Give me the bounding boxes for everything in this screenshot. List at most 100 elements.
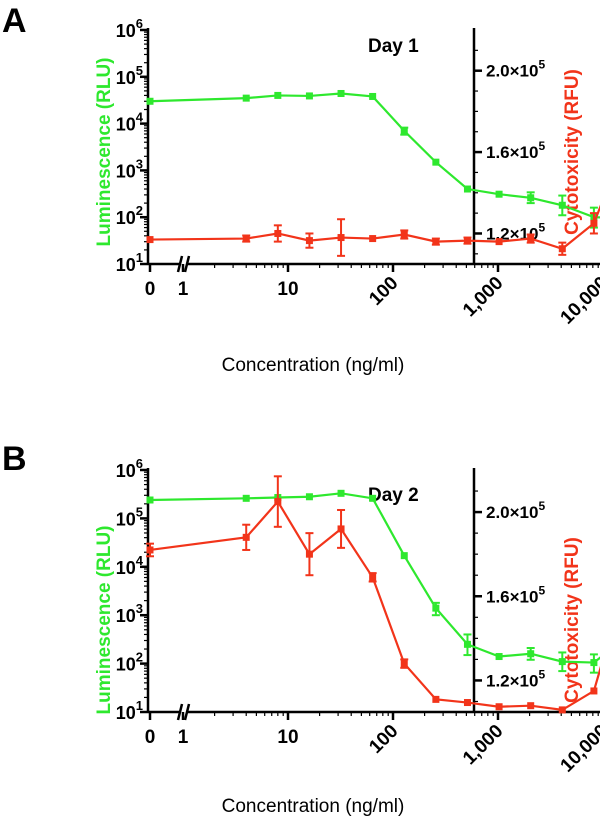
x-tick-label: 10: [277, 279, 298, 300]
data-point: [305, 237, 313, 245]
series-line: [149, 92, 600, 219]
data-point: [463, 699, 471, 707]
data-point: [369, 92, 377, 100]
y-left-tick-label: 104: [116, 110, 144, 135]
y-right-tick-label: 1.6×105: [486, 139, 545, 162]
data-point: [305, 92, 313, 100]
data-point: [337, 89, 345, 97]
data-point: [337, 525, 345, 533]
y-right-tick-label: 2.0×105: [486, 58, 545, 81]
data-point: [146, 546, 154, 554]
data-marks: [146, 89, 600, 257]
data-point: [242, 235, 250, 243]
x-axis-label: Concentration (ng/ml): [222, 355, 405, 376]
y-left-label: Luminescence (RLU): [94, 58, 115, 247]
data-point: [242, 533, 250, 541]
panel-letter: A: [2, 2, 27, 40]
data-point: [432, 158, 440, 166]
data-point: [432, 695, 440, 703]
data-point: [558, 658, 566, 666]
panel-a: A Day 1 Luminescence (RLU) Cytotoxicity …: [2, 2, 600, 376]
y-right-tick-label: 1.6×105: [486, 583, 545, 606]
data-point: [590, 219, 598, 227]
y-left-tick-label: 102: [116, 650, 143, 675]
y-left-label: Luminescence (RLU): [94, 526, 115, 715]
x-tick-label: 10: [277, 727, 298, 748]
x-tick-label: 10,000: [557, 273, 600, 329]
data-point: [305, 550, 313, 558]
data-point: [463, 237, 471, 245]
data-point: [558, 245, 566, 253]
data-point: [146, 97, 154, 105]
x-tick-label: 10,000: [557, 721, 600, 777]
data-point: [274, 91, 282, 99]
y-left-tick-label: 103: [116, 601, 143, 626]
data-point: [432, 604, 440, 612]
data-point: [305, 493, 313, 501]
data-point: [400, 127, 408, 135]
x-tick-label: 1,000: [459, 721, 507, 769]
data-point: [495, 190, 503, 198]
y-left-tick-label: 104: [116, 553, 144, 578]
panel-letter: B: [2, 440, 27, 478]
data-point: [400, 230, 408, 238]
x-axis-break-mark: [183, 255, 191, 273]
data-point: [590, 687, 598, 695]
series-line: [149, 204, 600, 250]
series-line: [149, 492, 600, 664]
data-point: [495, 653, 503, 661]
ticks: 1011021031041051061.2×1051.6×1052.0×1050…: [116, 16, 600, 329]
data-point: [400, 552, 408, 560]
data-point: [432, 238, 440, 246]
y-right-label: Cytotoxicity (RFU): [562, 537, 583, 703]
data-point: [369, 494, 377, 502]
data-point: [463, 185, 471, 193]
y-left-tick-label: 102: [116, 203, 143, 228]
panel-b: B Day 2 Luminescence (RLU) Cytotoxicity …: [2, 440, 600, 817]
x-axis-break-mark: [183, 703, 191, 721]
chart-title: Day 2: [368, 485, 419, 506]
y-right-tick-label: 1.2×105: [486, 667, 545, 690]
ticks: 1011021031041051061.2×1051.6×1052.0×1050…: [116, 456, 600, 777]
x-axis-label: Concentration (ng/ml): [222, 796, 405, 817]
data-point: [146, 236, 154, 244]
x-tick-label: 1: [178, 727, 189, 748]
data-point: [590, 659, 598, 667]
data-point: [337, 234, 345, 242]
data-point: [337, 489, 345, 497]
data-point: [558, 201, 566, 209]
y-left-tick-label: 101: [116, 698, 143, 723]
data-point: [242, 494, 250, 502]
y-left-tick-label: 101: [116, 250, 143, 275]
data-marks: [146, 475, 600, 714]
data-point: [527, 235, 535, 243]
data-point: [463, 640, 471, 648]
data-point: [146, 496, 154, 504]
x-tick-label: 0: [145, 727, 156, 748]
y-left-tick-label: 103: [116, 156, 143, 181]
series-line: [149, 499, 600, 712]
y-left-tick-label: 106: [116, 16, 143, 41]
data-point: [274, 229, 282, 237]
chart-title: Day 1: [368, 36, 419, 57]
data-point: [495, 703, 503, 711]
data-point: [369, 235, 377, 243]
data-point: [527, 194, 535, 202]
data-point: [527, 702, 535, 710]
data-point: [274, 498, 282, 506]
y-left-tick-label: 105: [116, 504, 143, 529]
x-axis-break-mark: [176, 703, 184, 721]
data-point: [495, 238, 503, 246]
data-point: [242, 94, 250, 102]
x-tick-label: 1: [178, 279, 189, 300]
data-point: [558, 706, 566, 714]
x-tick-label: 1,000: [459, 273, 507, 321]
y-left-tick-label: 105: [116, 63, 143, 88]
x-tick-label: 100: [365, 721, 402, 758]
x-axis-break-mark: [176, 255, 184, 273]
y-right-tick-label: 2.0×105: [486, 499, 545, 522]
y-right-label: Cytotoxicity (RFU): [562, 69, 583, 235]
x-tick-label: 0: [145, 279, 156, 300]
data-point: [369, 573, 377, 581]
